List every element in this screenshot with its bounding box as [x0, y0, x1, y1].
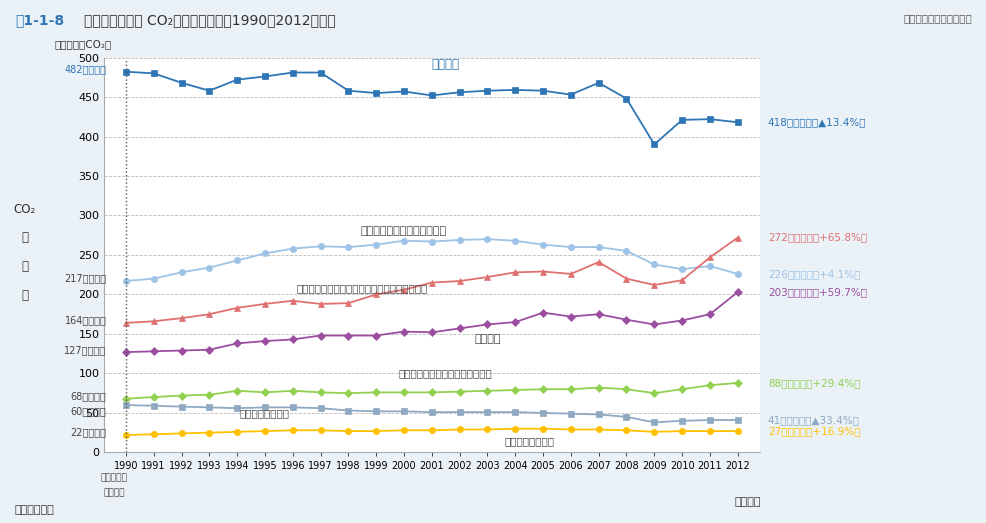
Text: 京都議定書: 京都議定書	[101, 473, 127, 482]
Text: 217百万トン: 217百万トン	[64, 274, 106, 283]
Text: 68百万トン: 68百万トン	[71, 391, 106, 401]
Text: 出: 出	[21, 260, 29, 273]
Text: 家庭部門: 家庭部門	[473, 335, 500, 345]
Text: 164百万トン: 164百万トン	[64, 315, 106, 325]
Text: 排: 排	[21, 232, 29, 244]
Text: 量: 量	[21, 289, 29, 302]
Text: 127百万トン: 127百万トン	[64, 345, 106, 355]
Text: （　）は基準年比増減率: （ ）は基準年比増減率	[902, 13, 971, 23]
Text: 22百万トン: 22百万トン	[70, 428, 106, 438]
Text: 工業プロセス分野: 工業プロセス分野	[240, 408, 290, 418]
Text: 482百万トン: 482百万トン	[64, 64, 106, 74]
Text: （年度）: （年度）	[734, 497, 760, 507]
Text: 272百万トン（+65.8%）: 272百万トン（+65.8%）	[767, 233, 866, 243]
Text: 業務その他部門（商業・サービス・事業所等）: 業務その他部門（商業・サービス・事業所等）	[297, 283, 428, 293]
Text: CO₂: CO₂	[14, 203, 35, 215]
Text: 41百万トン（▲33.4%）: 41百万トン（▲33.4%）	[767, 415, 859, 425]
Text: 60百万トン: 60百万トン	[71, 406, 106, 416]
Text: 88百万トン（+29.4%）: 88百万トン（+29.4%）	[767, 378, 860, 388]
Text: （百万トンCO₂）: （百万トンCO₂）	[54, 40, 111, 50]
Text: 203百万トン（+59.7%）: 203百万トン（+59.7%）	[767, 287, 866, 297]
Text: 226百万トン（+4.1%）: 226百万トン（+4.1%）	[767, 269, 860, 279]
Text: 資料：環境省: 資料：環境省	[15, 505, 54, 515]
Text: 産業部門: 産業部門	[431, 58, 459, 71]
Text: 運輸部門（自動車・船舶等）: 運輸部門（自動車・船舶等）	[361, 226, 447, 236]
Text: の基準年: の基準年	[104, 488, 124, 497]
Text: 廃棶物（焼却等）: 廃棶物（焼却等）	[504, 436, 553, 446]
Text: エネルギー転換部門（発電所等）: エネルギー転換部門（発電所等）	[398, 368, 492, 379]
Text: 27百万トン（+16.9%）: 27百万トン（+16.9%）	[767, 426, 860, 436]
Text: 図1-1-8: 図1-1-8	[15, 13, 64, 27]
Text: 418百万トン（▲13.4%）: 418百万トン（▲13.4%）	[767, 117, 866, 127]
Text: 我が国の部門別 CO₂排出量の推移（1990－2012年度）: 我が国の部門別 CO₂排出量の推移（1990－2012年度）	[84, 13, 335, 27]
